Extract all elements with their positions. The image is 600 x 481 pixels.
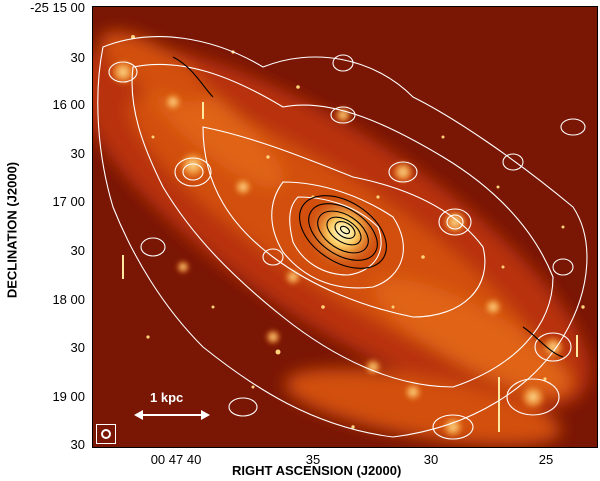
black-contours (172, 56, 564, 358)
beam-indicator (96, 424, 116, 444)
y-tick-label: 19 00 (52, 389, 85, 404)
y-tick-label: 30 (70, 243, 85, 258)
x-tick-label: 25 (538, 452, 554, 467)
y-axis-title: DECLINATION (J2000) (4, 161, 20, 299)
scale-bar-label: 1 kpc (150, 390, 184, 405)
x-tick-label: 00 47 40 (150, 452, 202, 467)
saturation-streaks (122, 102, 578, 432)
star-forming-knots (109, 58, 565, 439)
image-panel (92, 6, 598, 448)
x-tick-label: 30 (423, 452, 439, 467)
y-tick-label: -25 15 00 (30, 0, 85, 15)
y-tick-label: 30 (70, 437, 85, 452)
x-tick-label: 35 (305, 452, 321, 467)
beam-circle-icon (101, 429, 111, 439)
y-tick-label: 30 (70, 50, 85, 65)
scale-bar-arrow-icon (134, 410, 210, 420)
white-contours (97, 36, 588, 440)
y-tick-label: 18 00 (52, 292, 85, 307)
y-tick-label: 30 (70, 340, 85, 355)
x-axis-title: RIGHT ASCENSION (J2000) (232, 463, 402, 478)
galaxy-image (93, 7, 597, 447)
y-tick-label: 16 00 (52, 97, 85, 112)
y-tick-label: 17 00 (52, 194, 85, 209)
y-tick-label: 30 (70, 146, 85, 161)
